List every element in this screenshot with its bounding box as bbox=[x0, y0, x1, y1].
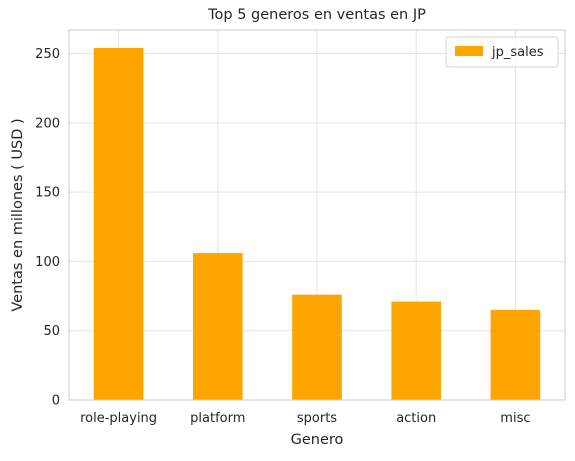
y-tick-label: 50 bbox=[43, 324, 60, 339]
tick-layer: 0 50 100 150 200 250 role-playing platform sport… bbox=[35, 47, 530, 426]
x-tick-label: platform bbox=[190, 411, 245, 426]
legend-swatch bbox=[455, 46, 483, 56]
x-tick-label: action bbox=[396, 411, 436, 426]
y-tick-label: 0 bbox=[52, 394, 60, 409]
bar-action bbox=[391, 301, 441, 400]
x-tick-label: misc bbox=[500, 411, 530, 426]
plot-frame bbox=[68, 29, 566, 401]
legend-label: jp_sales bbox=[491, 45, 544, 60]
bar-sports bbox=[292, 294, 342, 400]
bar-layer bbox=[93, 48, 541, 400]
y-tick-label: 150 bbox=[35, 186, 60, 201]
x-tick-label: sports bbox=[297, 411, 337, 426]
bar-role-playing bbox=[93, 48, 144, 400]
y-tick-label: 250 bbox=[35, 47, 60, 62]
y-tick-label: 200 bbox=[35, 116, 60, 131]
x-axis-label: Genero bbox=[291, 432, 344, 448]
legend: jp_sales bbox=[445, 36, 559, 68]
bar-misc bbox=[490, 309, 541, 400]
x-tick-label: role-playing bbox=[80, 411, 157, 426]
legend-box bbox=[445, 36, 559, 68]
chart-title: Top 5 generos en ventas en JP bbox=[207, 7, 426, 23]
bar-platform bbox=[193, 253, 243, 400]
y-tick-label: 100 bbox=[35, 255, 60, 270]
y-axis-label: Ventas en millones ( USD ) bbox=[10, 118, 26, 311]
